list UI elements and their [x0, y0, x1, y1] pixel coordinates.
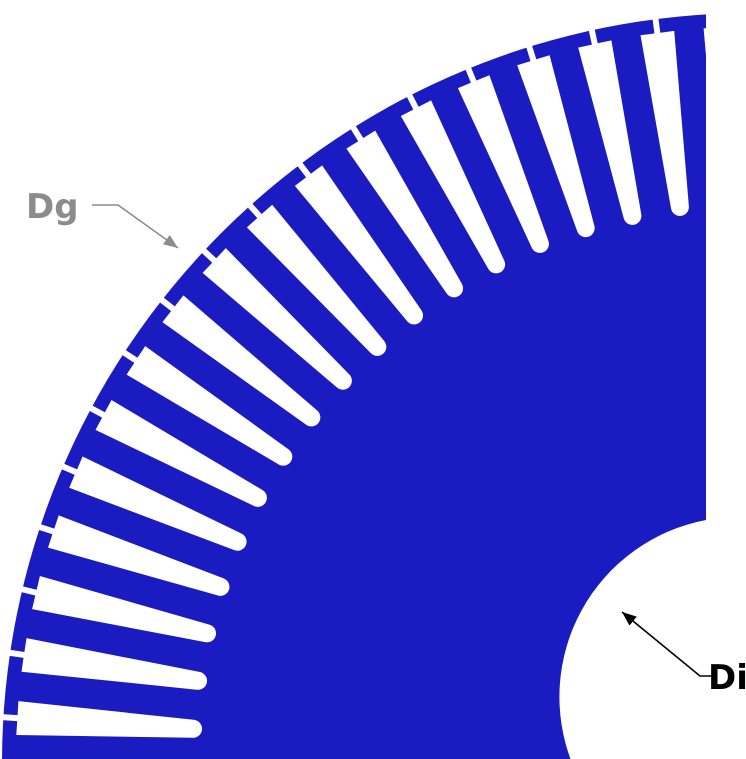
stator-slot	[703, 9, 738, 213]
di-label: Di	[708, 658, 746, 698]
stator-slot	[119, 346, 293, 466]
stator-slot	[199, 246, 352, 390]
stator-slot	[58, 456, 247, 551]
stator-slot	[156, 295, 321, 427]
stator-slots	[0, 9, 738, 738]
di-leader-line	[621, 611, 714, 677]
stator-slot	[86, 400, 267, 507]
stator-slot	[400, 90, 506, 274]
dg-leader-line	[92, 204, 179, 249]
stator-slot	[35, 515, 230, 596]
stator-slot	[245, 200, 387, 356]
stator-slot	[0, 701, 203, 738]
stator-slot	[578, 25, 642, 225]
stator-slot	[294, 159, 424, 325]
stator-slot	[517, 42, 595, 238]
stator-slot	[17, 576, 217, 643]
stator-slot	[457, 63, 549, 253]
stator-slot	[346, 122, 464, 298]
dg-label: Dg	[26, 187, 79, 227]
stator-slot	[5, 638, 208, 690]
stator-slot	[640, 14, 689, 216]
